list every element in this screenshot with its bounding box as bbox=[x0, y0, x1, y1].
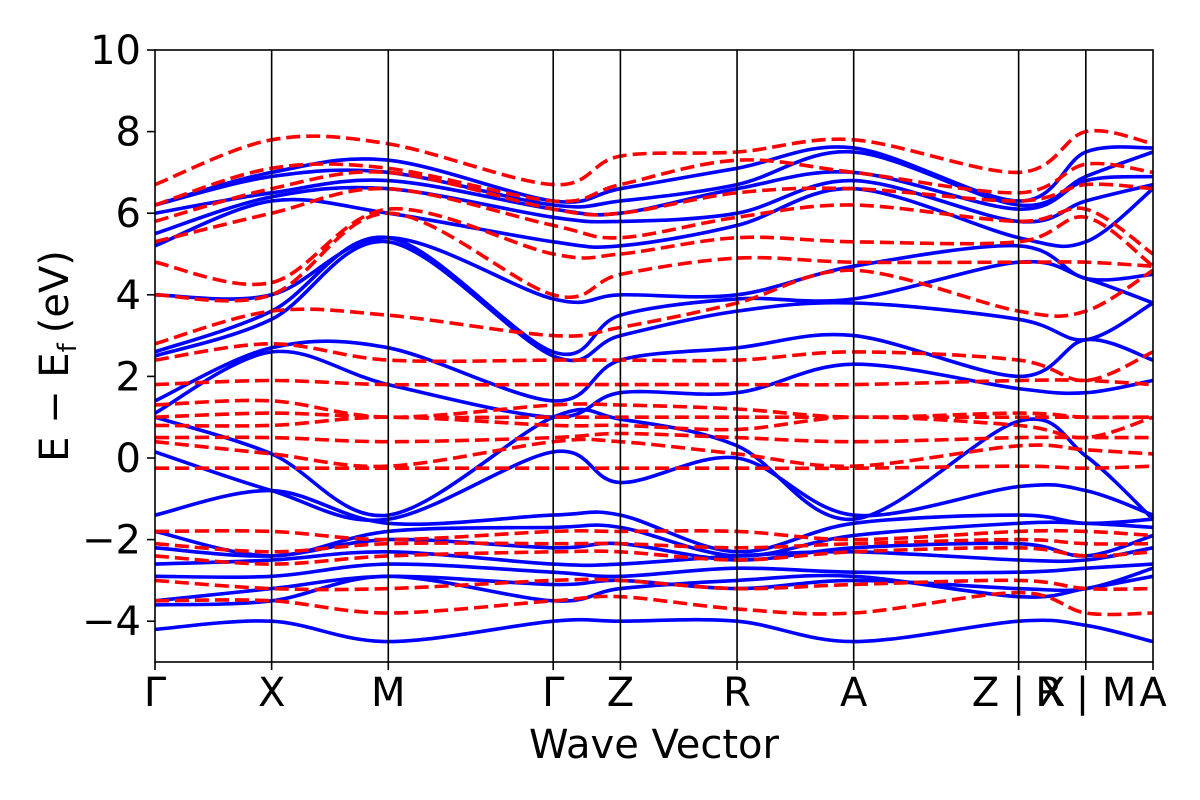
y-tick-label: 2 bbox=[116, 354, 141, 400]
y-axis: −4 −2 0 2 4 6 8 10 bbox=[82, 28, 155, 645]
solid-band-line bbox=[154, 149, 1154, 209]
solid-band-line bbox=[154, 449, 1154, 523]
solid-band-line bbox=[154, 145, 1154, 207]
x-tick-label: R bbox=[723, 670, 751, 716]
dashed-band-line bbox=[154, 577, 1154, 592]
solid-band-line bbox=[154, 178, 1154, 236]
x-tick-label: M bbox=[371, 670, 406, 716]
y-tick-label: −4 bbox=[82, 599, 141, 645]
x-tick-label: R | M bbox=[1035, 670, 1136, 716]
y-axis-title-unit: (eV) bbox=[32, 250, 78, 333]
x-tick-label: A bbox=[840, 670, 868, 716]
dashed-band-line bbox=[154, 170, 1154, 224]
x-tick-label: Γ bbox=[144, 670, 167, 716]
plot-frame bbox=[154, 49, 1154, 663]
dashed-band-line bbox=[154, 411, 1153, 420]
dashed-band-line bbox=[154, 378, 1154, 387]
dashed-band-line bbox=[154, 186, 1155, 256]
dashed-band-line bbox=[154, 590, 1154, 617]
solid-band-line bbox=[154, 617, 1154, 644]
dashed-band-line bbox=[154, 268, 1154, 346]
solid-band-line bbox=[154, 239, 1154, 363]
dashed-band-line bbox=[154, 206, 1155, 287]
y-tick-label: −2 bbox=[82, 518, 141, 564]
dashed-band-line bbox=[154, 128, 1154, 187]
solid-band-line bbox=[154, 186, 1155, 250]
x-axis-title: Wave Vector bbox=[529, 722, 780, 768]
solid-band-line bbox=[154, 349, 1154, 420]
x-tick-label: X bbox=[258, 670, 285, 716]
y-tick-label: 4 bbox=[116, 273, 141, 319]
solid-band-line bbox=[154, 546, 1154, 568]
y-axis-title: E − Ef (eV) bbox=[32, 250, 83, 462]
series-dashed bbox=[154, 128, 1155, 617]
x-tick-label: Γ bbox=[542, 670, 565, 716]
y-axis-title-subscript: f bbox=[53, 342, 83, 352]
solid-band-line bbox=[154, 562, 1154, 580]
dashed-band-line bbox=[154, 545, 1154, 566]
x-tick-label: Z bbox=[607, 670, 634, 716]
dashed-band-line bbox=[154, 437, 1154, 469]
y-tick-label: 0 bbox=[116, 436, 141, 482]
bands-layer bbox=[154, 128, 1155, 644]
solid-band-line bbox=[154, 520, 1154, 558]
y-tick-label: 8 bbox=[116, 110, 141, 156]
dashed-band-line bbox=[154, 415, 1154, 440]
dashed-band-line bbox=[154, 431, 1153, 444]
dashed-band-line bbox=[154, 528, 1154, 542]
dashed-band-line bbox=[154, 537, 1154, 554]
x-tick-label: Z | X bbox=[972, 670, 1066, 716]
y-axis-title-main: E − E bbox=[32, 352, 78, 462]
x-tick-label: A bbox=[1139, 670, 1167, 716]
dashed-band-line bbox=[154, 158, 1154, 207]
kpoint-separators bbox=[270, 50, 1087, 662]
dashed-band-line bbox=[154, 341, 1154, 383]
y-tick-label: 10 bbox=[90, 28, 141, 74]
solid-band-line bbox=[154, 332, 1154, 403]
solid-band-line bbox=[154, 235, 1154, 305]
y-tick-label: 6 bbox=[116, 191, 141, 237]
dashed-band-line bbox=[154, 211, 1154, 303]
dashed-band-line bbox=[155, 464, 1154, 471]
dashed-band-line bbox=[154, 398, 1154, 420]
